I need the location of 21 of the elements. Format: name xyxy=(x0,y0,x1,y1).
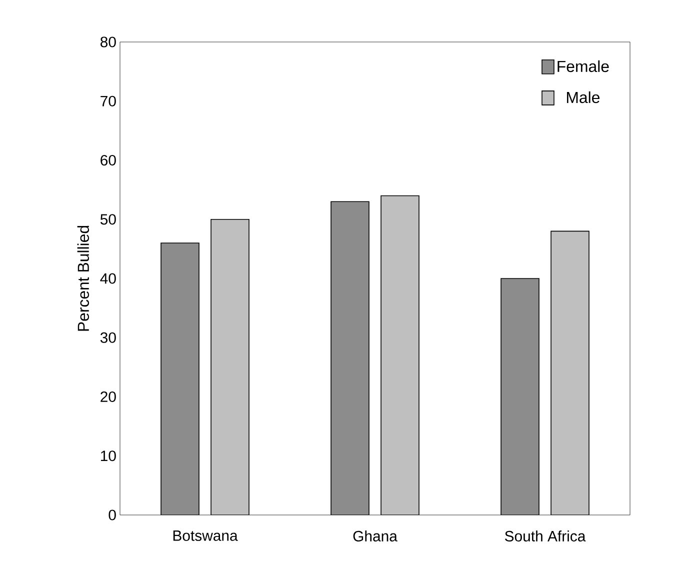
y-tick-label: 20 xyxy=(100,391,116,402)
y-tick-label: 10 xyxy=(101,450,116,462)
y-tick-label: 30 xyxy=(100,332,116,343)
bar xyxy=(500,278,540,515)
y-tick-label: 50 xyxy=(100,214,116,225)
x-tick-label: Ghana xyxy=(353,530,398,542)
bar xyxy=(550,230,590,515)
y-tick-label: 0 xyxy=(108,510,116,520)
legend-label: Female xyxy=(558,60,609,72)
y-tick-label: 60 xyxy=(100,154,116,166)
bar xyxy=(160,242,200,515)
x-tick-label: Botswana xyxy=(173,530,238,541)
x-tick-label: South Africa xyxy=(504,530,586,542)
y-axis-title: Percent Bullied xyxy=(77,226,90,331)
bar xyxy=(330,201,370,515)
bar xyxy=(380,195,420,515)
y-tick-label: 70 xyxy=(100,96,116,106)
y-tick-label: 40 xyxy=(100,273,116,284)
y-tick-label: 80 xyxy=(100,36,116,48)
bar xyxy=(210,218,250,515)
legend-label: Male xyxy=(566,91,600,104)
